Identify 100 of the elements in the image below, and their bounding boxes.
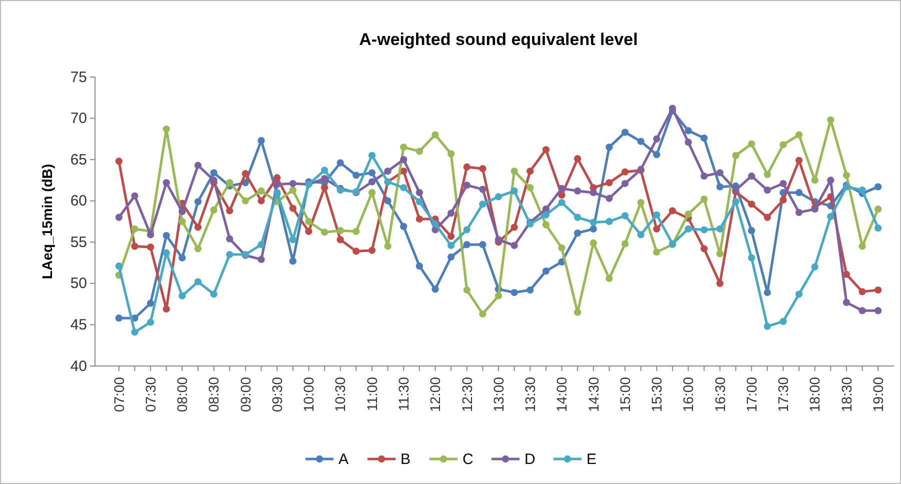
point xyxy=(226,250,234,258)
point xyxy=(258,197,265,204)
point xyxy=(416,189,423,196)
point xyxy=(131,225,138,232)
point xyxy=(653,211,660,218)
point xyxy=(320,175,328,182)
point xyxy=(416,215,423,223)
point xyxy=(574,187,582,195)
point xyxy=(732,152,740,160)
point xyxy=(479,310,486,318)
point xyxy=(447,150,455,158)
point xyxy=(668,207,676,214)
point xyxy=(653,248,660,256)
point xyxy=(479,200,486,208)
x-tick-label: 13:00 xyxy=(490,376,506,412)
point xyxy=(416,262,423,270)
point xyxy=(637,231,644,238)
point xyxy=(716,250,724,258)
point xyxy=(558,192,566,199)
point xyxy=(858,288,866,296)
point xyxy=(368,152,376,160)
point xyxy=(637,138,644,145)
point xyxy=(242,197,250,204)
x-tick-label: 08:00 xyxy=(174,376,190,412)
y-tick-label: 75 xyxy=(70,68,87,86)
point xyxy=(178,218,186,226)
point xyxy=(858,242,866,250)
point xyxy=(432,220,439,228)
point xyxy=(748,200,756,208)
point xyxy=(606,144,613,151)
y-axis-title: LAeq_15min (dB) xyxy=(39,164,55,280)
point xyxy=(384,242,392,250)
point xyxy=(463,163,470,171)
point xyxy=(210,290,218,298)
point xyxy=(874,224,882,232)
point xyxy=(115,314,122,322)
legend-label: D xyxy=(524,451,536,468)
point xyxy=(606,218,613,226)
chart-title: A-weighted sound equivalent level xyxy=(359,30,638,49)
legend-label: C xyxy=(462,451,474,468)
x-tick-label: 16:30 xyxy=(712,376,728,412)
point xyxy=(748,227,756,234)
point xyxy=(795,189,803,196)
point xyxy=(542,211,550,218)
y-tick-label: 55 xyxy=(70,234,87,251)
point xyxy=(320,228,328,236)
point xyxy=(795,131,803,138)
legend-label: E xyxy=(586,451,597,468)
point xyxy=(764,170,771,178)
point xyxy=(384,197,392,204)
point xyxy=(274,174,281,182)
point xyxy=(700,172,708,180)
point xyxy=(606,194,613,202)
point xyxy=(574,155,582,162)
x-tick-label: 07:00 xyxy=(110,376,127,412)
point xyxy=(463,286,470,294)
point xyxy=(289,236,296,244)
x-tick-label: 07:30 xyxy=(142,376,158,412)
point xyxy=(874,206,882,213)
point xyxy=(795,290,803,298)
point xyxy=(463,241,470,248)
point xyxy=(162,232,170,240)
point xyxy=(621,180,629,188)
point xyxy=(115,158,122,165)
x-tick-label: 18:00 xyxy=(806,376,823,412)
x-tick-label: 17:00 xyxy=(743,376,760,412)
point xyxy=(637,198,644,206)
point xyxy=(384,168,392,175)
point xyxy=(858,307,866,314)
x-tick-label: 11:30 xyxy=(396,376,412,411)
point xyxy=(162,305,170,313)
point xyxy=(795,156,803,164)
point xyxy=(811,176,818,184)
point xyxy=(289,180,296,188)
point xyxy=(463,226,470,234)
x-tick-label: 15:30 xyxy=(648,376,665,412)
point xyxy=(764,288,771,296)
point xyxy=(510,242,518,250)
point xyxy=(226,207,234,214)
point xyxy=(716,169,724,176)
point xyxy=(178,208,186,216)
point xyxy=(811,263,818,270)
point xyxy=(194,245,202,252)
point xyxy=(479,165,486,172)
point xyxy=(700,196,708,203)
point xyxy=(510,288,518,296)
point xyxy=(748,172,756,180)
point xyxy=(764,322,771,330)
point xyxy=(542,221,550,228)
x-tick-label: 09:30 xyxy=(268,376,285,412)
point xyxy=(590,225,597,232)
point xyxy=(432,286,439,293)
point xyxy=(258,187,265,195)
point xyxy=(226,235,234,242)
point xyxy=(226,179,234,186)
point xyxy=(289,186,296,194)
point xyxy=(432,131,439,138)
point xyxy=(115,262,122,270)
point xyxy=(558,198,566,206)
x-tick-label: 16:00 xyxy=(680,376,696,412)
